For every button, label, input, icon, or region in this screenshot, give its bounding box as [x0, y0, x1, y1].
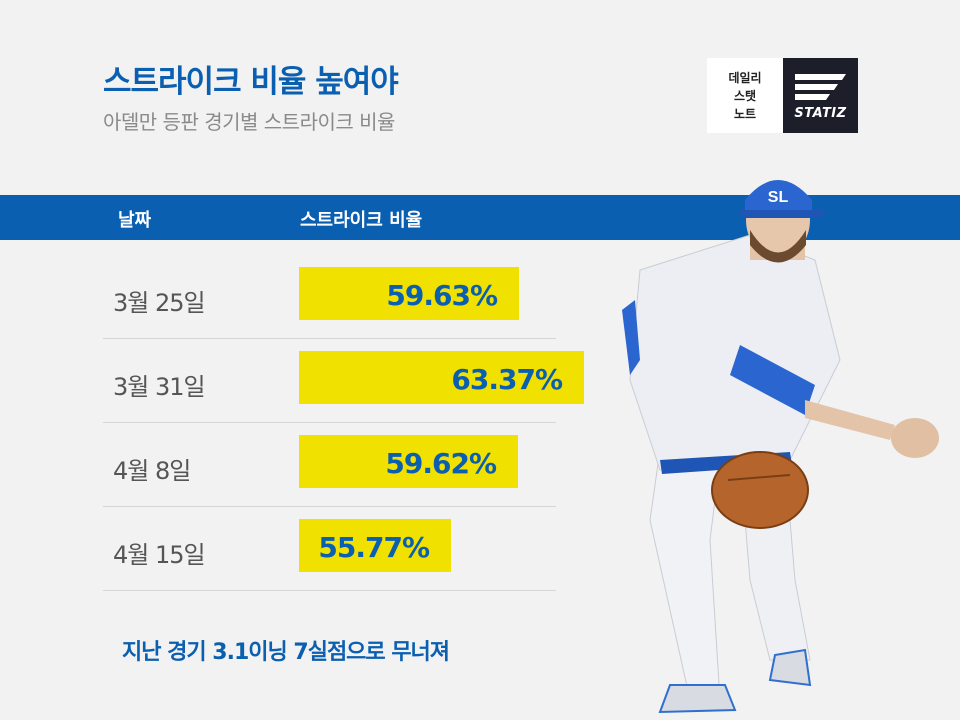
data-label: 59.62%: [385, 447, 497, 480]
column-header-date: 날짜: [118, 210, 152, 231]
category-label: 3월 25일: [113, 289, 206, 317]
table-row: 4월 8일 59.62%: [103, 423, 556, 507]
table-row: 3월 25일 59.63%: [103, 255, 556, 339]
data-label: 63.37%: [451, 363, 563, 396]
statiz-logo: STATIZ: [783, 58, 858, 133]
statiz-mark-icon: [795, 74, 846, 100]
table-row: 4월 15일 55.77%: [103, 507, 556, 591]
category-label: 4월 8일: [113, 457, 191, 485]
strike-rate-bar: 59.63%: [299, 267, 519, 320]
chart-title: 스트라이크 비율 높여야: [103, 64, 399, 100]
strike-rate-chart: 3월 25일 59.63% 3월 31일 63.37% 4월 8일 59.62%…: [103, 255, 584, 591]
chart-subtitle: 아델만 등판 경기별 스트라이크 비율: [103, 110, 395, 134]
strike-rate-bar: 63.37%: [299, 351, 584, 404]
statiz-brand-text: STATIZ: [794, 106, 847, 121]
cap-logo: SL: [768, 189, 789, 206]
category-label: 4월 15일: [113, 541, 206, 569]
table-row: 3월 31일 63.37%: [103, 339, 584, 423]
pitcher-photo: SL: [622, 180, 939, 714]
strike-rate-bar: 59.62%: [299, 435, 518, 488]
strike-rate-bar: 55.77%: [299, 519, 451, 572]
column-header-strike-rate: 스트라이크 비율: [300, 210, 423, 231]
caption-note: 지난 경기 3.1이닝 7실점으로 무너져: [122, 640, 450, 665]
logo-note-line: 노트: [733, 106, 757, 121]
data-label: 59.63%: [386, 279, 498, 312]
daily-stat-note-logo: 데일리 스탯 노트: [707, 58, 783, 133]
category-label: 3월 31일: [113, 373, 206, 401]
data-label: 55.77%: [318, 531, 430, 564]
logo-note-line: 데일리: [728, 70, 762, 85]
logo-note-line: 스탯: [733, 88, 757, 103]
